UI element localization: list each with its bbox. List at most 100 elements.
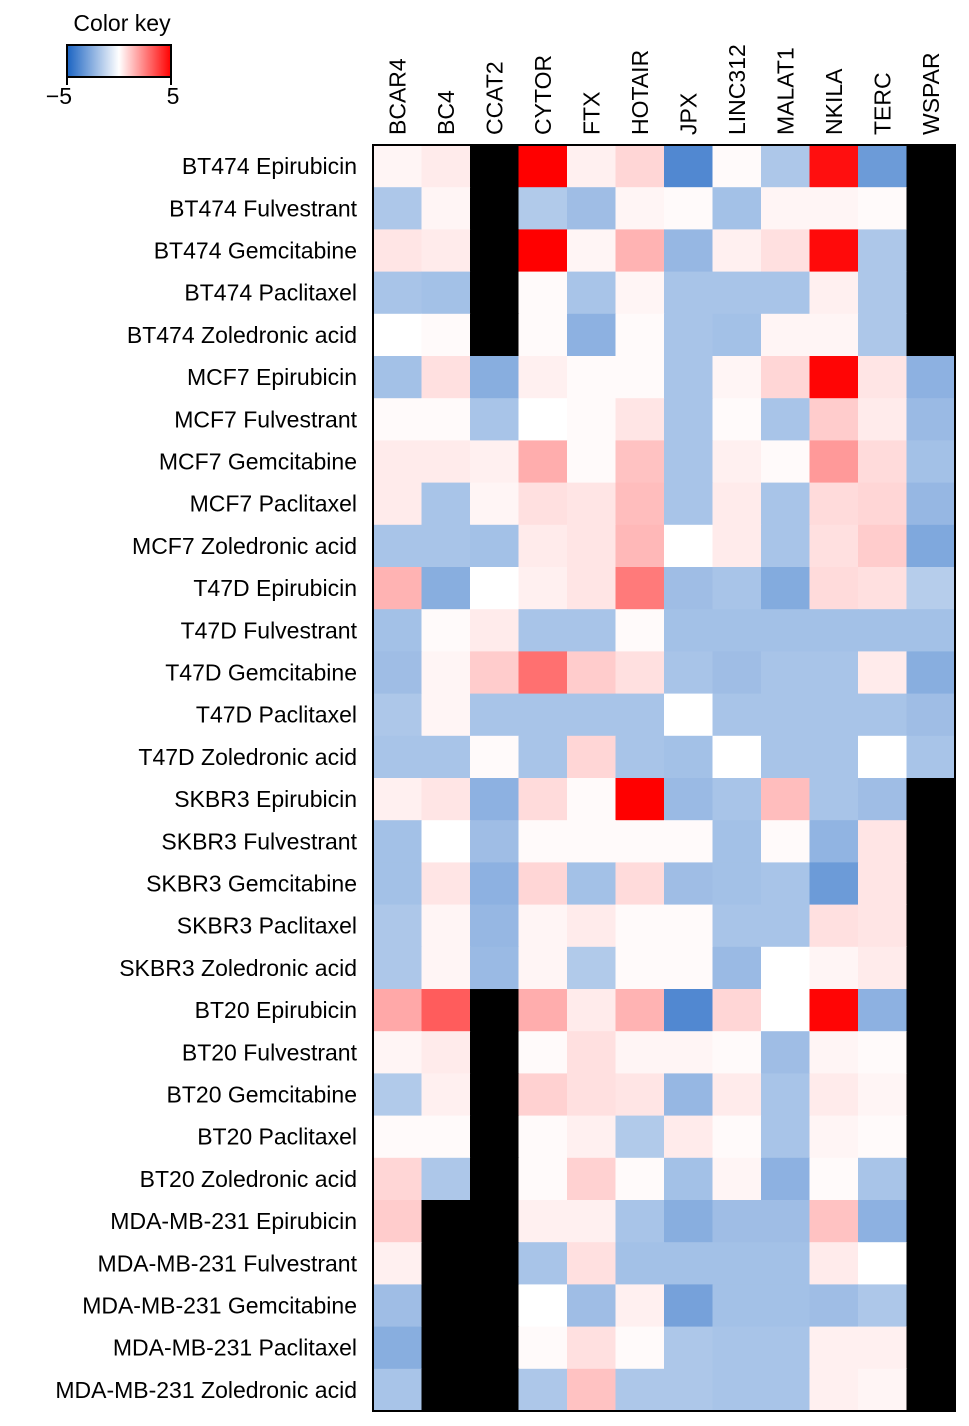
heatmap-cell [761,187,811,230]
heatmap-cell [761,229,811,273]
heatmap-cell [809,1326,859,1370]
row-label: MDA-MB-231 Zoledronic acid [55,1377,357,1403]
heatmap-cell [470,1115,520,1159]
heatmap-cell [809,1157,859,1201]
heatmap-cell [518,989,568,1032]
heatmap-cell [421,1031,471,1074]
heatmap-cell [712,356,762,399]
heatmap-cell [518,567,568,610]
heatmap-cell [518,904,568,948]
heatmap-cell [664,651,714,695]
heatmap-cell [567,609,617,652]
heatmap-cell [664,820,714,863]
row-label: BT474 Zoledronic acid [127,322,357,348]
heatmap-cell [906,482,956,526]
heatmap-cell [858,356,908,399]
heatmap-cell [567,482,617,526]
heatmap-cell [664,145,714,188]
heatmap-cell [373,524,423,568]
heatmap-cell [421,271,471,315]
heatmap-cell [421,1284,471,1328]
heatmap-cell [421,313,471,357]
heatmap-cell [664,1368,714,1412]
heatmap-cell [906,1326,956,1370]
heatmap-cell [712,1242,762,1285]
heatmap-cell [421,1326,471,1370]
row-label: SKBR3 Gemcitabine [146,871,357,897]
heatmap-cell [906,1200,956,1243]
heatmap-cell [858,398,908,441]
heatmap-cell [421,356,471,399]
heatmap-cell [664,1284,714,1328]
heatmap-cell [761,271,811,315]
heatmap-cell [809,820,859,863]
heatmap-cell [712,862,762,906]
heatmap-cell [712,482,762,526]
heatmap-cell [421,440,471,484]
heatmap-cell [858,862,908,906]
heatmap-cell [664,1200,714,1243]
heatmap-cell [373,1115,423,1159]
heatmap-cell [858,735,908,779]
heatmap-cell [470,524,520,568]
heatmap-cell [906,1284,956,1328]
column-label: HOTAIR [627,50,653,135]
heatmap-cell [373,1368,423,1412]
heatmap-cell [712,567,762,610]
heatmap-cell [421,398,471,441]
heatmap-cell [518,946,568,990]
heatmap-cell [712,313,762,357]
heatmap-cell [373,271,423,315]
heatmap-cell [421,862,471,906]
heatmap-cell [518,1284,568,1328]
heatmap-cell [809,651,859,695]
heatmap-cell [809,440,859,484]
heatmap-cell [470,1326,520,1370]
heatmap-cell [858,145,908,188]
heatmap-cell [858,482,908,526]
heatmap-cell [518,524,568,568]
heatmap-cell [615,735,665,779]
row-label: T47D Gemcitabine [165,660,357,686]
heatmap-cell [809,356,859,399]
row-label: BT20 Paclitaxel [197,1124,357,1150]
heatmap-cell [470,313,520,357]
heatmap-cell [906,1157,956,1201]
heatmap-cell [664,735,714,779]
heatmap-cell [712,820,762,863]
heatmap-cell [712,609,762,652]
heatmap-cell [761,820,811,863]
heatmap-cell [664,1326,714,1370]
heatmap-cell [761,1326,811,1370]
heatmap-cell [567,1242,617,1285]
heatmap-cell [858,1031,908,1074]
heatmap-cell [567,693,617,737]
heatmap-cell [518,398,568,441]
heatmap-frame [372,144,956,1412]
heatmap-cell [567,524,617,568]
heatmap-cell [615,524,665,568]
heatmap-cell [470,187,520,230]
color-key-gradient-bar [66,44,172,78]
heatmap-cell [567,356,617,399]
heatmap-cell [906,904,956,948]
heatmap-cell [858,693,908,737]
heatmap-cell [567,1284,617,1328]
heatmap-cell [615,440,665,484]
heatmap-cell [470,229,520,273]
heatmap-cell [664,271,714,315]
heatmap-cell [518,651,568,695]
heatmap-cell [615,1200,665,1243]
heatmap-cell [906,356,956,399]
heatmap-cell [518,1242,568,1285]
heatmap-cell [809,862,859,906]
heatmap-cell [809,524,859,568]
heatmap-cell [906,820,956,863]
heatmap-cell [712,145,762,188]
heatmap-cell [664,398,714,441]
heatmap-cell [858,778,908,821]
row-label: MCF7 Paclitaxel [190,491,357,517]
heatmap-cell [615,229,665,273]
heatmap-cell [373,820,423,863]
heatmap-cell [615,904,665,948]
